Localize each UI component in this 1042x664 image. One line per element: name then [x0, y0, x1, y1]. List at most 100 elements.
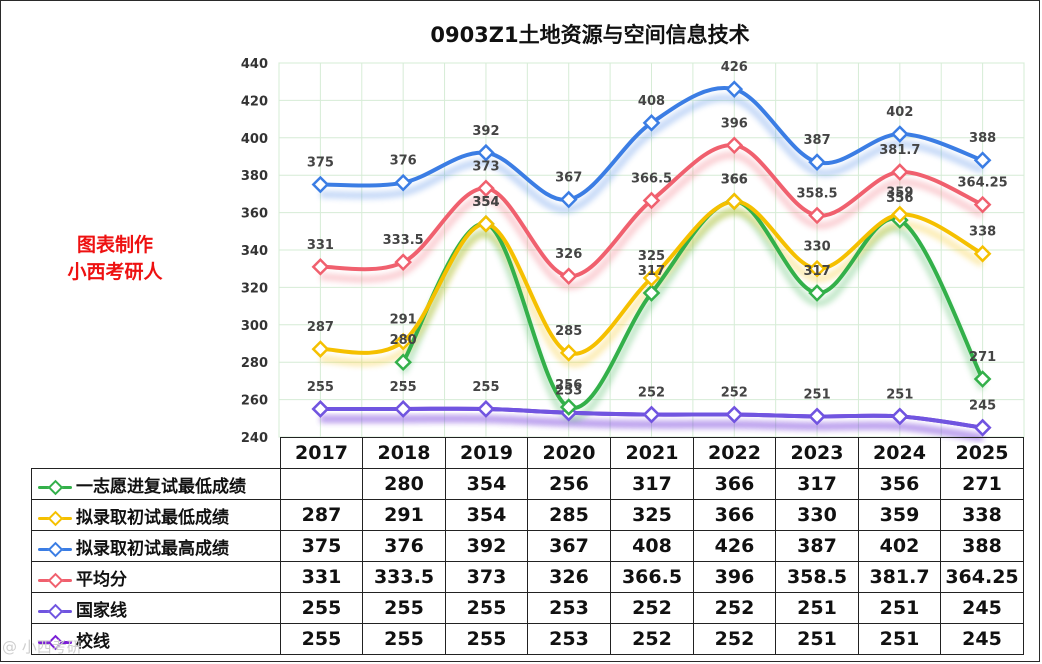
legend-swatch	[36, 634, 74, 650]
series-line-一志愿进复试最低成绩	[401, 199, 985, 411]
x-tick-label: 2018	[362, 437, 446, 469]
data-point-marker	[808, 284, 826, 302]
data-label: 317	[803, 264, 830, 279]
data-point-marker	[890, 205, 909, 224]
legend-swatch	[36, 541, 74, 557]
data-point-marker	[808, 153, 826, 171]
series-shadow-平均分	[320, 151, 985, 290]
legend-label: 拟录取初试最低成绩	[76, 507, 229, 528]
y-tick-label: 280	[241, 356, 268, 371]
table-cell: 387	[775, 530, 859, 562]
data-point-marker	[890, 163, 909, 181]
x-tick-label: 2021	[610, 437, 694, 469]
data-label: 271	[969, 350, 996, 365]
table-cell: 253	[527, 623, 611, 655]
table-cell: 291	[362, 499, 446, 531]
legend-entry: 拟录取初试最高成绩	[31, 530, 281, 562]
data-point-marker	[394, 353, 413, 372]
data-label: 376	[390, 154, 417, 169]
data-point-marker	[559, 267, 578, 286]
data-point-marker	[725, 136, 744, 155]
table-cell: 287	[280, 499, 363, 531]
data-point-marker	[559, 398, 578, 416]
y-tick-label: 360	[241, 207, 268, 222]
table-cell: 392	[445, 530, 528, 562]
table-row: 拟录取初试最高成绩 375 376 392 367 408 426 387 402 388	[31, 530, 1024, 562]
y-tick-label: 320	[241, 281, 268, 296]
table-cell: 251	[858, 623, 941, 655]
chart-credit: 图表制作 小西考研人	[40, 232, 190, 286]
data-point-marker	[642, 269, 661, 287]
data-point-marker	[394, 173, 413, 192]
table-cell: 364.25	[940, 561, 1024, 593]
data-label: 338	[969, 225, 996, 240]
table-cell: 252	[693, 592, 776, 624]
data-point-marker	[973, 151, 992, 170]
y-tick-label: 440	[241, 57, 268, 72]
table-cell: 359	[858, 499, 941, 531]
data-label: 387	[803, 133, 830, 148]
data-label: 356	[886, 191, 913, 206]
data-point-marker	[808, 407, 826, 426]
data-label: 253	[555, 384, 582, 399]
x-tick-label: 2024	[858, 437, 941, 469]
x-tick-label: 2022	[693, 437, 776, 469]
legend-entry: 一志愿进复试最低成绩	[31, 468, 281, 500]
data-point-marker	[973, 370, 992, 388]
y-tick-label: 420	[241, 94, 268, 109]
table-cell: 330	[775, 499, 859, 531]
table-cell: 366.5	[610, 561, 694, 593]
data-label: 396	[721, 116, 748, 131]
data-label: 255	[307, 380, 334, 395]
data-label: 331	[307, 238, 334, 253]
legend-entry: 校线	[31, 623, 281, 655]
data-point-marker	[890, 125, 909, 143]
credit-line-1: 图表制作	[76, 234, 153, 256]
table-cell: 358.5	[775, 561, 859, 593]
data-label: 366.5	[631, 171, 672, 186]
table-cell: 252	[610, 623, 694, 655]
data-point-marker	[973, 418, 992, 437]
data-label: 354	[472, 195, 499, 210]
data-point-marker	[808, 206, 826, 225]
legend-label: 一志愿进复试最低成绩	[76, 476, 246, 497]
table-cell: 402	[858, 530, 941, 562]
data-point-marker	[642, 284, 661, 302]
data-point-marker	[808, 259, 826, 278]
table-cell: 317	[610, 468, 694, 500]
data-point-marker	[890, 407, 909, 426]
table-cell: 252	[693, 623, 776, 655]
data-point-marker	[311, 340, 330, 358]
legend-swatch	[36, 479, 74, 495]
table-cell: 245	[940, 623, 1024, 655]
data-point-marker	[311, 175, 330, 194]
data-point-marker	[725, 80, 744, 99]
x-tick-label: 2019	[445, 437, 528, 469]
legend-entry: 拟录取初试最低成绩	[31, 499, 281, 531]
table-cell: 255	[362, 592, 446, 624]
data-point-marker	[559, 190, 578, 209]
table-cell: 285	[527, 499, 611, 531]
table-cell: 255	[445, 592, 528, 624]
data-point-marker	[559, 344, 578, 362]
data-label: 366	[721, 172, 748, 187]
data-label: 287	[307, 320, 334, 335]
data-point-marker	[477, 400, 495, 418]
data-label: 291	[390, 313, 417, 328]
data-point-marker	[394, 253, 413, 271]
table-cell: 255	[280, 592, 363, 624]
legend-label: 国家线	[76, 600, 127, 621]
series-line-拟录取初试最低成绩	[318, 199, 985, 356]
table-cell: 255	[280, 623, 363, 655]
series-shadow-拟录取初试最高成绩	[320, 94, 984, 214]
data-table: 2017 2018 2019 2020 2021 2022 2023 2024 2025 一志愿进…	[31, 437, 1024, 655]
table-cell: 338	[940, 499, 1024, 531]
data-label: 388	[969, 131, 996, 146]
table-cell: 331	[280, 561, 363, 593]
table-cell: 255	[445, 623, 528, 655]
watermark: @ 小西考研	[2, 638, 82, 656]
table-cell: 367	[527, 530, 611, 562]
chart-title: 0903Z1土地资源与空间信息技术	[430, 23, 749, 47]
table-cell: 366	[693, 499, 776, 531]
